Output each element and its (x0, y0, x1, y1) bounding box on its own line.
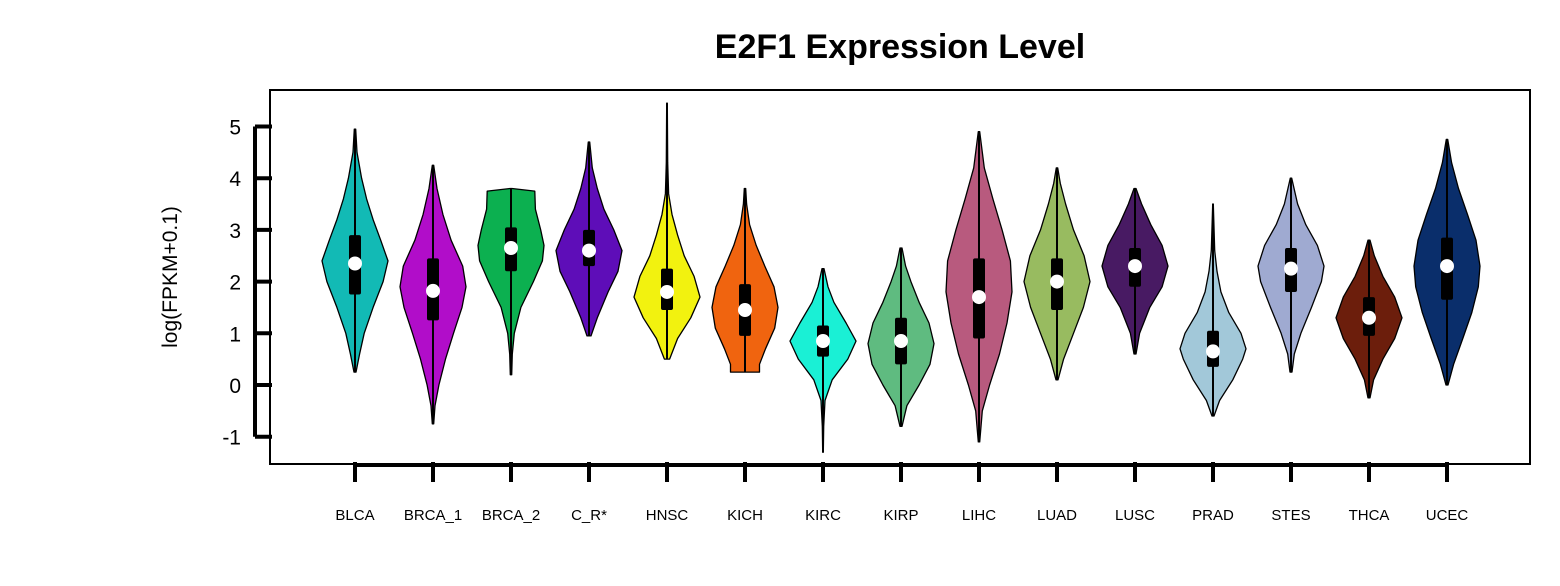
x-tick-label: BLCA (335, 507, 374, 524)
violins-layer (321, 102, 1481, 453)
x-tick-label: LUAD (1037, 507, 1077, 524)
x-tick-label: KIRC (805, 507, 841, 524)
violin-median-point (894, 334, 908, 349)
x-tick-label: UCEC (1426, 507, 1469, 524)
violin-brca-2 (477, 187, 545, 376)
violin-median-point (504, 240, 518, 255)
violin-blca (321, 128, 389, 373)
chart-title: E2F1 Expression Level (715, 28, 1085, 66)
x-tick-label: THCA (1349, 507, 1390, 524)
x-tick-label: BRCA_1 (404, 507, 462, 524)
x-tick-label: LUSC (1115, 507, 1155, 524)
violin-stes (1257, 177, 1325, 373)
violin-median-point (1128, 259, 1142, 274)
violin-median-point (348, 256, 362, 271)
y-tick-label: 1 (229, 323, 241, 346)
violin-median-point (1362, 310, 1376, 325)
violin-median-point (738, 303, 752, 318)
violin-median-point (1050, 274, 1064, 289)
y-tick-label: 3 (229, 220, 241, 243)
y-axis: -1 0 1 2 3 4 5 (222, 117, 272, 450)
x-tick-label: BRCA_2 (482, 507, 540, 524)
violin-median-point (426, 283, 440, 298)
y-tick-label: 5 (229, 117, 241, 140)
x-tick-label: PRAD (1192, 507, 1234, 524)
violin-median-point (582, 243, 596, 258)
y-tick-label: 0 (229, 375, 241, 398)
x-axis: BLCA BRCA_1 BRCA_2 C_R* HNSC KICH KIRC KIRP LIHC… (335, 462, 1468, 524)
violin-kirp (867, 247, 935, 428)
violin-median-point (1206, 344, 1220, 359)
x-tick-label: C_R* (571, 507, 607, 524)
violin-c-r- (555, 141, 623, 337)
violin-prad (1179, 203, 1247, 417)
violin-lihc (945, 131, 1013, 443)
violin-kirc (789, 268, 857, 453)
x-tick-label: KIRP (883, 507, 918, 524)
x-tick-label: HNSC (646, 507, 689, 524)
violin-luad (1023, 167, 1091, 381)
violin-kich (711, 187, 779, 373)
x-tick-label: KICH (727, 507, 763, 524)
violin-median-point (1284, 261, 1298, 276)
y-axis-label: log(FPKM+0.1) (159, 206, 182, 348)
violin-median-point (660, 284, 674, 299)
violin-ucec (1413, 138, 1481, 386)
violin-median-point (1440, 259, 1454, 274)
y-tick-label: 4 (229, 168, 241, 191)
violin-median-point (816, 334, 830, 349)
y-tick-label: 2 (229, 272, 241, 295)
violin-median-point (972, 290, 986, 305)
violin-lusc (1101, 187, 1169, 355)
x-tick-label: STES (1271, 507, 1310, 524)
violin-brca-1 (399, 164, 467, 425)
x-tick-label: LIHC (962, 507, 996, 524)
violin-thca (1335, 239, 1403, 399)
violin-hnsc (633, 102, 701, 360)
y-tick-label: -1 (222, 427, 241, 450)
